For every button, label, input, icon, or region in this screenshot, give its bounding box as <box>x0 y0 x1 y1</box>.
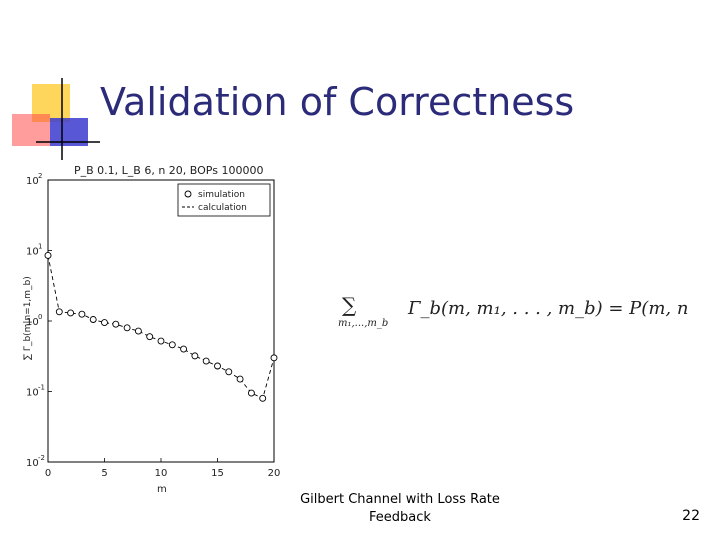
data-point-simulation <box>180 345 188 353</box>
x-tick-label: 20 <box>268 468 281 479</box>
data-point-simulation <box>123 324 131 332</box>
data-point-simulation <box>146 333 154 341</box>
data-point-simulation <box>44 252 52 259</box>
chart-title: P_B 0.1, L_B 6, n 20, BOPs 100000 <box>74 164 263 177</box>
data-point-simulation <box>89 316 97 323</box>
x-tick-label: 0 <box>45 468 51 479</box>
data-point-simulation <box>67 309 75 317</box>
data-point-simulation <box>270 354 278 362</box>
data-point-simulation <box>214 362 221 370</box>
data-point-simulation <box>225 368 233 376</box>
y-tick-exponent: 1 <box>38 243 42 251</box>
legend-label-calculation: calculation <box>198 203 247 213</box>
legend-box <box>177 183 271 217</box>
y-tick-exponent: 2 <box>38 172 42 180</box>
data-point-simulation <box>202 357 210 365</box>
x-axis-ticks: 0 5 10 15 20 <box>45 458 281 479</box>
y-tick-label: 10 <box>26 388 39 399</box>
footer-line-2: Feedback <box>369 510 431 525</box>
data-point-simulation <box>55 308 63 316</box>
logo-graphic <box>0 0 100 160</box>
loss-distribution-chart: P_B 0.1, L_B 6, n 20, BOPs 100000 10 2 10 1… <box>18 160 288 500</box>
legend-label-simulation: simulation <box>198 190 245 200</box>
data-point-simulation <box>247 389 255 397</box>
data-point-simulation <box>112 320 120 328</box>
slide-title: Validation of Correctness <box>100 80 575 124</box>
formula-body: Γ_b(m, m₁, . . . , m_b) = P(m, n) <box>407 298 688 319</box>
x-axis-label: m <box>157 484 167 495</box>
series-markers <box>44 252 278 402</box>
data-point-simulation <box>236 375 244 383</box>
y-tick-label: 10 <box>26 176 39 187</box>
data-point-simulation <box>191 352 199 360</box>
legend-marker-simulation <box>184 190 192 198</box>
y-tick-exponent: -2 <box>38 454 45 462</box>
y-axis-label: ∑ Γ_b(m|n=1,m_b) <box>23 276 33 360</box>
x-tick-label: 5 <box>101 468 107 479</box>
formula-subscript: m₁,...,m_b <box>338 318 388 329</box>
y-tick-label: 10 <box>26 317 39 328</box>
page-number: 22 <box>682 508 700 524</box>
footer-line-1: Gilbert Channel with Loss Rate <box>300 492 500 507</box>
plot-frame <box>47 179 275 463</box>
data-point-simulation <box>78 310 86 318</box>
x-tick-label: 10 <box>155 468 168 479</box>
formula: ∑ m₁,...,m_b Γ_b(m, m₁, . . . , m_b) = P… <box>338 290 695 330</box>
footer: Gilbert Channel with Loss Rate Feedback <box>270 491 530 527</box>
data-point-simulation <box>134 327 142 335</box>
data-point-simulation <box>168 341 176 349</box>
formula-sum-symbol: ∑ <box>342 293 357 317</box>
data-point-simulation <box>157 337 165 345</box>
y-tick-exponent: 0 <box>38 313 42 321</box>
y-tick-label: 10 <box>26 458 39 469</box>
data-point-simulation <box>259 394 267 402</box>
data-point-simulation <box>101 319 108 327</box>
y-tick-exponent: -1 <box>38 384 45 392</box>
y-tick-label: 10 <box>26 247 39 258</box>
legend: simulation calculation <box>177 183 271 217</box>
x-tick-label: 15 <box>211 468 224 479</box>
